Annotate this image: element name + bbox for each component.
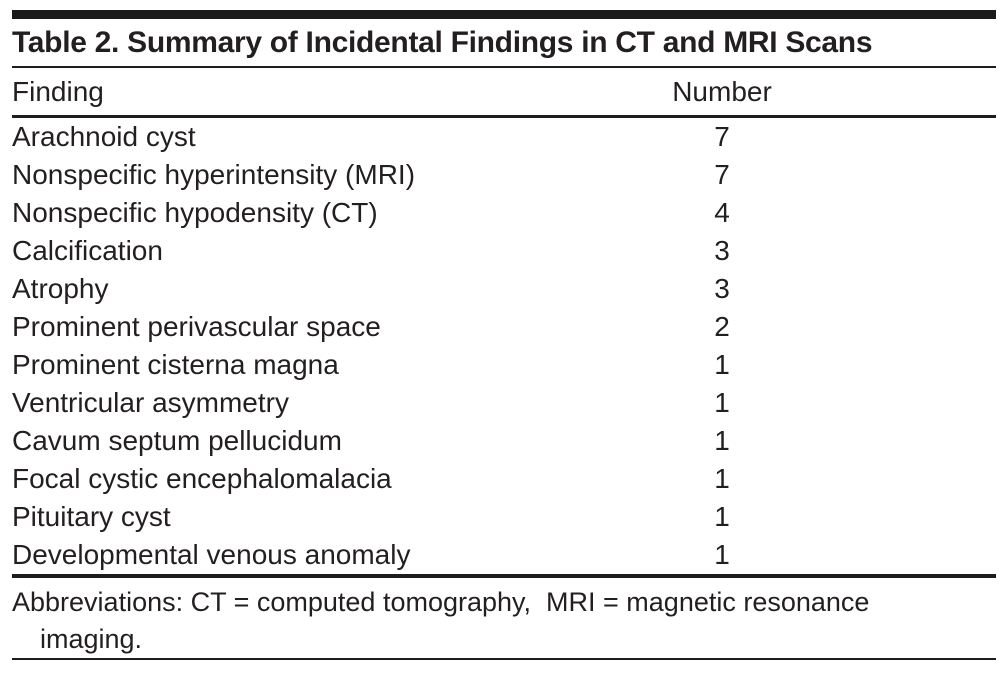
table-row: Prominent cisterna magna 1 [12, 346, 996, 384]
number-cell: 2 [714, 311, 730, 342]
table-row: Developmental venous anomaly 1 [12, 536, 996, 574]
column-header-number: Number [672, 75, 772, 107]
footnote-line-2: imaging. [40, 624, 143, 654]
bottom-rule [12, 658, 996, 660]
finding-cell: Ventricular asymmetry [12, 387, 289, 418]
table-title: Table 2. Summary of Incidental Findings … [12, 26, 873, 59]
number-cell: 1 [714, 501, 730, 532]
number-cell: 1 [714, 349, 730, 380]
number-cell: 7 [714, 121, 730, 152]
table-header-row: Finding Number [12, 68, 996, 115]
number-cell: 1 [714, 539, 730, 570]
finding-cell: Developmental venous anomaly [12, 539, 411, 570]
number-cell: 4 [714, 197, 730, 228]
table-row: Atrophy 3 [12, 270, 996, 308]
table-row: Nonspecific hyperintensity (MRI) 7 [12, 156, 996, 194]
table-row: Cavum septum pellucidum 1 [12, 422, 996, 460]
title-rule [12, 66, 996, 68]
column-header-finding: Finding [12, 75, 104, 107]
finding-cell: Prominent cisterna magna [12, 349, 339, 380]
table-row: Arachnoid cyst 7 [12, 118, 996, 156]
number-cell: 1 [714, 425, 730, 456]
table-body: Arachnoid cyst 7 Nonspecific hyperintens… [12, 118, 996, 574]
finding-cell: Calcification [12, 235, 163, 266]
table-row: Nonspecific hypodensity (CT) 4 [12, 194, 996, 232]
finding-cell: Prominent perivascular space [12, 311, 381, 342]
footnote-rule [12, 574, 996, 578]
finding-cell: Arachnoid cyst [12, 121, 196, 152]
table-row: Focal cystic encephalomalacia 1 [12, 460, 996, 498]
table-row: Calcification 3 [12, 232, 996, 270]
number-cell: 3 [714, 235, 730, 266]
table-footnote: Abbreviations: CT = computed tomography,… [12, 578, 996, 658]
finding-cell: Nonspecific hypodensity (CT) [12, 197, 378, 228]
header-rule [12, 115, 996, 118]
finding-cell: Cavum septum pellucidum [12, 425, 342, 456]
number-cell: 1 [714, 463, 730, 494]
number-cell: 1 [714, 387, 730, 418]
number-cell: 7 [714, 159, 730, 190]
finding-cell: Pituitary cyst [12, 501, 171, 532]
top-rule-thick [12, 10, 996, 19]
number-cell: 3 [714, 273, 730, 304]
table-row: Pituitary cyst 1 [12, 498, 996, 536]
finding-cell: Atrophy [12, 273, 109, 304]
table-row: Ventricular asymmetry 1 [12, 384, 996, 422]
finding-cell: Nonspecific hyperintensity (MRI) [12, 159, 416, 190]
table-row: Prominent perivascular space 2 [12, 308, 996, 346]
finding-cell: Focal cystic encephalomalacia [12, 463, 392, 494]
footnote-line-1: Abbreviations: CT = computed tomography,… [12, 587, 870, 617]
